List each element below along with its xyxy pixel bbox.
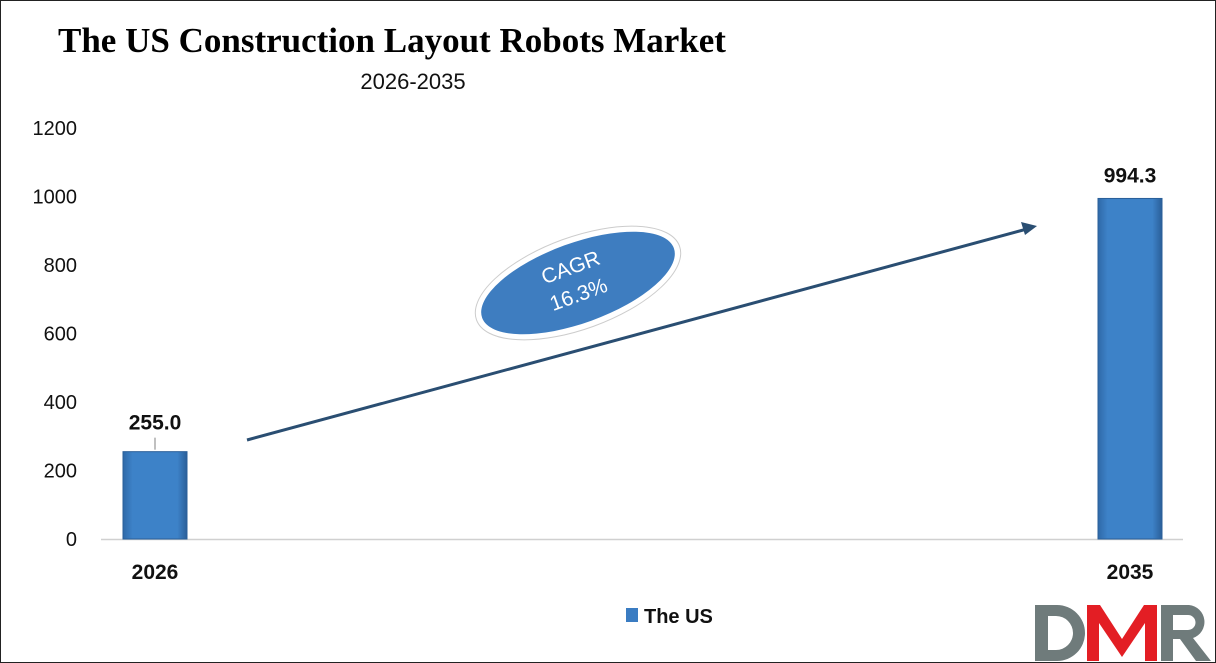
y-tick-label: 800 [44, 255, 77, 277]
y-tick-label: 0 [66, 529, 77, 551]
chart-subtitle: 2026-2035 [360, 69, 465, 94]
legend-swatch [626, 608, 638, 622]
y-tick-label: 1000 [33, 187, 78, 209]
data-label: 994.3 [1104, 164, 1157, 187]
legend-label: The US [644, 606, 713, 628]
cagr-arrow-line [246, 227, 1028, 442]
y-tick-label: 1200 [33, 118, 78, 140]
y-tick-label: 600 [44, 324, 77, 346]
cagr-arrow-head [1021, 222, 1037, 235]
bar-2026 [122, 451, 188, 540]
y-tick-label: 400 [44, 392, 77, 414]
bar-2035 [1097, 197, 1163, 540]
y-tick-label: 200 [44, 461, 77, 483]
cagr-ellipse [474, 225, 682, 341]
data-label: 255.0 [129, 412, 182, 435]
chart-title: The US Construction Layout Robots Market [58, 21, 726, 60]
x-tick-label: 2035 [1107, 561, 1154, 584]
x-tick-label: 2026 [132, 561, 179, 584]
dmr-logo [1035, 605, 1211, 661]
